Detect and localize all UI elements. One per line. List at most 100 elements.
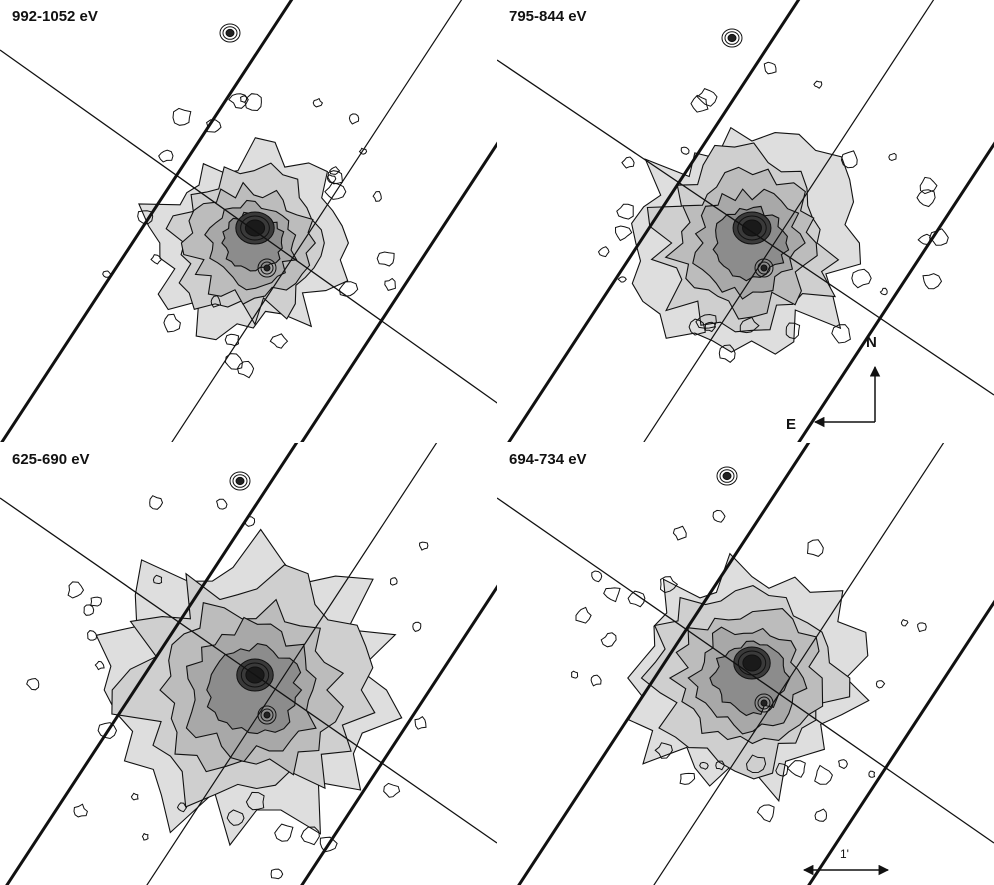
noise-contour — [338, 281, 359, 297]
noise-contour — [688, 318, 706, 336]
energy-band-label: 625-690 eV — [10, 451, 92, 469]
bright-core — [732, 211, 772, 245]
slit-line — [807, 599, 994, 885]
noise-contour — [888, 152, 897, 162]
slit-line — [797, 141, 994, 442]
contour-map-694-734-ev — [497, 443, 994, 885]
contour-map-625-690-ev — [0, 443, 497, 885]
secondary-source-contour — [760, 264, 768, 272]
noise-contour — [172, 107, 192, 126]
slit-line — [146, 443, 438, 885]
noise-contour — [786, 760, 806, 778]
noise-contour — [384, 277, 396, 291]
noise-contour — [699, 761, 709, 770]
noise-contour — [813, 80, 823, 89]
noise-contour — [616, 203, 634, 220]
noise-contour — [414, 716, 427, 730]
noise-contour — [150, 254, 163, 265]
noise-contour — [590, 674, 602, 687]
slit-line — [300, 584, 497, 885]
secondary-source-contour — [263, 711, 271, 719]
noise-contour — [814, 808, 828, 822]
secondary-source-contour — [260, 261, 274, 275]
energy-band-label: 694-734 eV — [507, 451, 589, 469]
noise-contour — [236, 360, 255, 379]
crossing-slit-line — [0, 497, 497, 844]
point-source-contour — [229, 471, 251, 491]
point-source-contour — [724, 31, 740, 45]
noise-contour — [654, 742, 673, 759]
noise-contour — [383, 782, 401, 798]
point-source-contour — [225, 28, 235, 38]
core-contour — [742, 654, 762, 672]
noise-contour — [274, 823, 294, 842]
noise-contour — [712, 509, 726, 523]
noise-contour — [67, 581, 85, 599]
core-contour — [244, 219, 266, 237]
noise-contour — [571, 670, 579, 679]
noise-contour — [879, 287, 888, 296]
noise-contour — [137, 210, 154, 225]
panel-795-844-ev: 795-844 eV — [497, 0, 994, 442]
noise-contour — [704, 321, 716, 333]
contour-map-992-1052-ev — [0, 0, 497, 442]
slit-line — [171, 0, 463, 442]
crossing-slit-line — [497, 497, 994, 844]
noise-contour — [158, 149, 174, 163]
slit-line — [300, 141, 497, 442]
noise-contour — [672, 525, 687, 541]
noise-contour — [163, 313, 181, 333]
secondary-source-contour — [760, 699, 768, 707]
scale-bar: 1' — [802, 847, 890, 876]
noise-contour — [840, 150, 858, 169]
panel-694-734-ev: 694-734 eV — [497, 443, 994, 885]
noise-contour — [269, 333, 289, 349]
noise-contour — [152, 574, 163, 585]
noise-contour — [300, 826, 320, 846]
crossing-slit-line — [0, 49, 497, 404]
north-label: N — [866, 334, 877, 351]
noise-contour — [329, 166, 341, 175]
noise-contour — [312, 97, 324, 108]
noise-contour — [149, 495, 164, 510]
noise-contour — [603, 587, 621, 603]
compass: N E — [786, 334, 881, 433]
noise-contour — [224, 353, 243, 370]
noise-contour — [900, 618, 909, 627]
slit-line — [643, 0, 935, 442]
noise-contour — [226, 809, 245, 826]
noise-contour — [919, 176, 938, 195]
noise-contour — [690, 94, 709, 113]
noise-contour — [680, 146, 690, 155]
noise-contour — [324, 182, 347, 200]
point-source-contour — [232, 474, 248, 488]
noise-contour — [718, 344, 736, 363]
bright-core — [733, 646, 771, 680]
crossing-slit-line — [497, 59, 994, 396]
secondary-source-contour — [260, 708, 274, 722]
noise-contour — [868, 770, 876, 778]
noise-contour — [412, 621, 422, 632]
noise-contour — [244, 93, 262, 112]
noise-contour — [597, 246, 610, 258]
point-source-contour — [719, 469, 735, 483]
noise-contour — [228, 93, 249, 109]
energy-band-label: 795-844 eV — [507, 8, 589, 26]
bright-core — [235, 211, 275, 245]
noise-contour — [679, 772, 696, 785]
noise-contour — [376, 251, 395, 267]
secondary-source-contour — [263, 264, 271, 272]
noise-contour — [695, 313, 717, 329]
point-source-contour — [716, 466, 738, 486]
noise-contour — [785, 322, 801, 340]
noise-contour — [73, 803, 88, 818]
noise-contour — [739, 316, 760, 334]
noise-contour — [916, 189, 936, 208]
noise-contour — [90, 596, 103, 607]
noise-contour — [327, 170, 343, 185]
noise-contour — [216, 498, 228, 510]
noise-contour — [763, 61, 777, 75]
noise-contour — [389, 577, 398, 586]
panel-625-690-ev: 625-690 eV — [0, 443, 497, 885]
noise-contour — [831, 324, 851, 344]
